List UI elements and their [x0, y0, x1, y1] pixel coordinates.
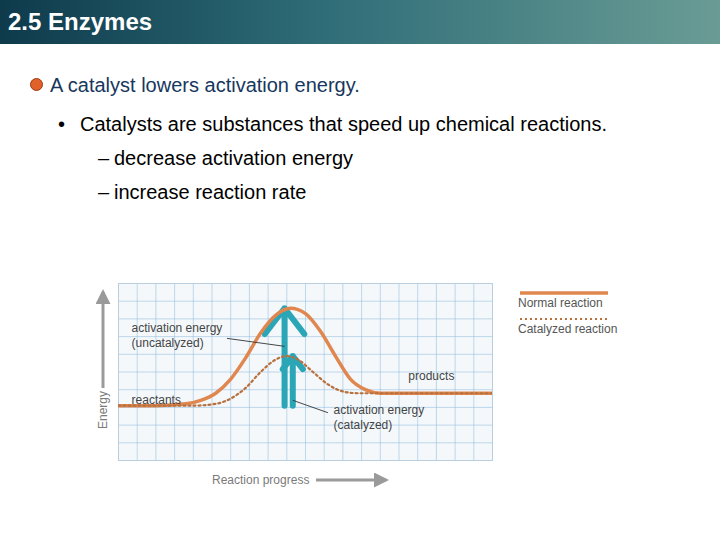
- svg-text:Energy: Energy: [96, 391, 110, 429]
- html-text:Catalyzed reaction: Catalyzed reaction: [518, 322, 618, 336]
- svg-text:activation energy(catalyzed): activation energy(catalyzed): [334, 403, 425, 432]
- html-text:– decrease activation energy: – decrease activation energy: [98, 147, 353, 169]
- svg-text:activation energy(uncatalyzed): activation energy(uncatalyzed): [132, 321, 223, 350]
- svg-text:products: products: [408, 369, 454, 383]
- html-text:2.5 Enzymes: 2.5 Enzymes: [8, 8, 153, 35]
- html-text:– increase reaction rate: – increase reaction rate: [98, 181, 307, 203]
- html-text:A catalyst lowers activation e: A catalyst lowers activation energy.: [50, 74, 360, 96]
- html-text:Normal reaction: Normal reaction: [518, 296, 603, 310]
- svg-text:Reaction progress: Reaction progress: [212, 473, 309, 487]
- svg-text:reactants: reactants: [132, 393, 181, 407]
- html-text:Catalysts are substances that: Catalysts are substances that speed up c…: [80, 113, 607, 135]
